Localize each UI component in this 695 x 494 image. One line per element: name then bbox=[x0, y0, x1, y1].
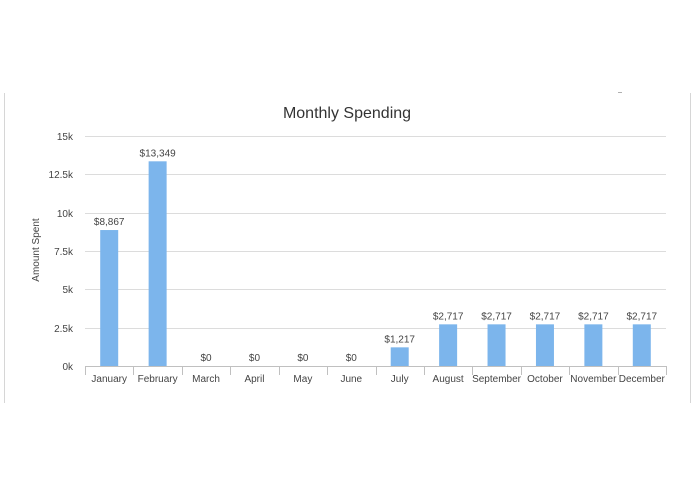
bar-value-label: $0 bbox=[297, 353, 309, 364]
x-tick-label: August bbox=[433, 374, 464, 385]
x-tick-label: February bbox=[138, 374, 178, 385]
y-tick-label: 7.5k bbox=[54, 247, 74, 258]
y-tick-label: 15k bbox=[57, 132, 74, 143]
bar bbox=[439, 324, 458, 366]
x-tick-label: April bbox=[244, 374, 264, 385]
gridlines bbox=[85, 136, 666, 367]
bar-value-label: $2,717 bbox=[578, 311, 609, 322]
bar bbox=[632, 324, 651, 366]
bars bbox=[100, 161, 651, 366]
bar bbox=[535, 324, 554, 366]
frame-corner-mark bbox=[618, 92, 622, 93]
bar bbox=[148, 161, 167, 366]
x-axis-ticks: January February March April May June July Augu… bbox=[85, 366, 667, 385]
bar bbox=[100, 230, 119, 366]
x-tick-label: July bbox=[391, 374, 409, 385]
y-tick-label: 10k bbox=[57, 209, 74, 220]
x-tick-label: October bbox=[527, 374, 563, 385]
bar-value-label: $13,349 bbox=[140, 148, 177, 159]
bar-value-label: $2,717 bbox=[530, 311, 561, 322]
bar-value-label: $2,717 bbox=[626, 311, 657, 322]
bar bbox=[487, 324, 506, 366]
bar-value-label: $2,717 bbox=[481, 311, 512, 322]
chart-frame bbox=[4, 93, 691, 403]
x-tick-label: May bbox=[293, 374, 312, 385]
bar bbox=[390, 347, 409, 366]
x-tick-label: June bbox=[340, 374, 362, 385]
x-tick-label: December bbox=[619, 374, 666, 385]
y-tick-label: 2.5k bbox=[54, 324, 74, 335]
y-axis-label: Amount Spent bbox=[31, 218, 42, 282]
y-tick-label: 12.5k bbox=[49, 170, 74, 181]
y-axis-ticks: 0k 2.5k 5k 7.5k 10k 12.5k 15k bbox=[49, 132, 74, 373]
bar-value-label: $1,217 bbox=[384, 334, 415, 345]
bar-value-label: $0 bbox=[200, 353, 212, 364]
bar-value-label: $0 bbox=[346, 353, 358, 364]
y-tick-label: 5k bbox=[62, 285, 74, 296]
x-tick-label: January bbox=[91, 374, 127, 385]
x-tick-label: September bbox=[472, 374, 522, 385]
x-tick-label: November bbox=[570, 374, 617, 385]
bar-value-label: $8,867 bbox=[94, 217, 125, 228]
bar bbox=[584, 324, 603, 366]
y-tick-label: 0k bbox=[62, 362, 74, 373]
data-labels: $8,867 $13,349 $0 $0 $0 $0 $1,217 $2,717 $2,717 $… bbox=[94, 148, 658, 364]
bar-value-label: $0 bbox=[249, 353, 261, 364]
chart-title: Monthly Spending bbox=[283, 105, 411, 122]
x-tick-label: March bbox=[192, 374, 220, 385]
bar-value-label: $2,717 bbox=[433, 311, 464, 322]
